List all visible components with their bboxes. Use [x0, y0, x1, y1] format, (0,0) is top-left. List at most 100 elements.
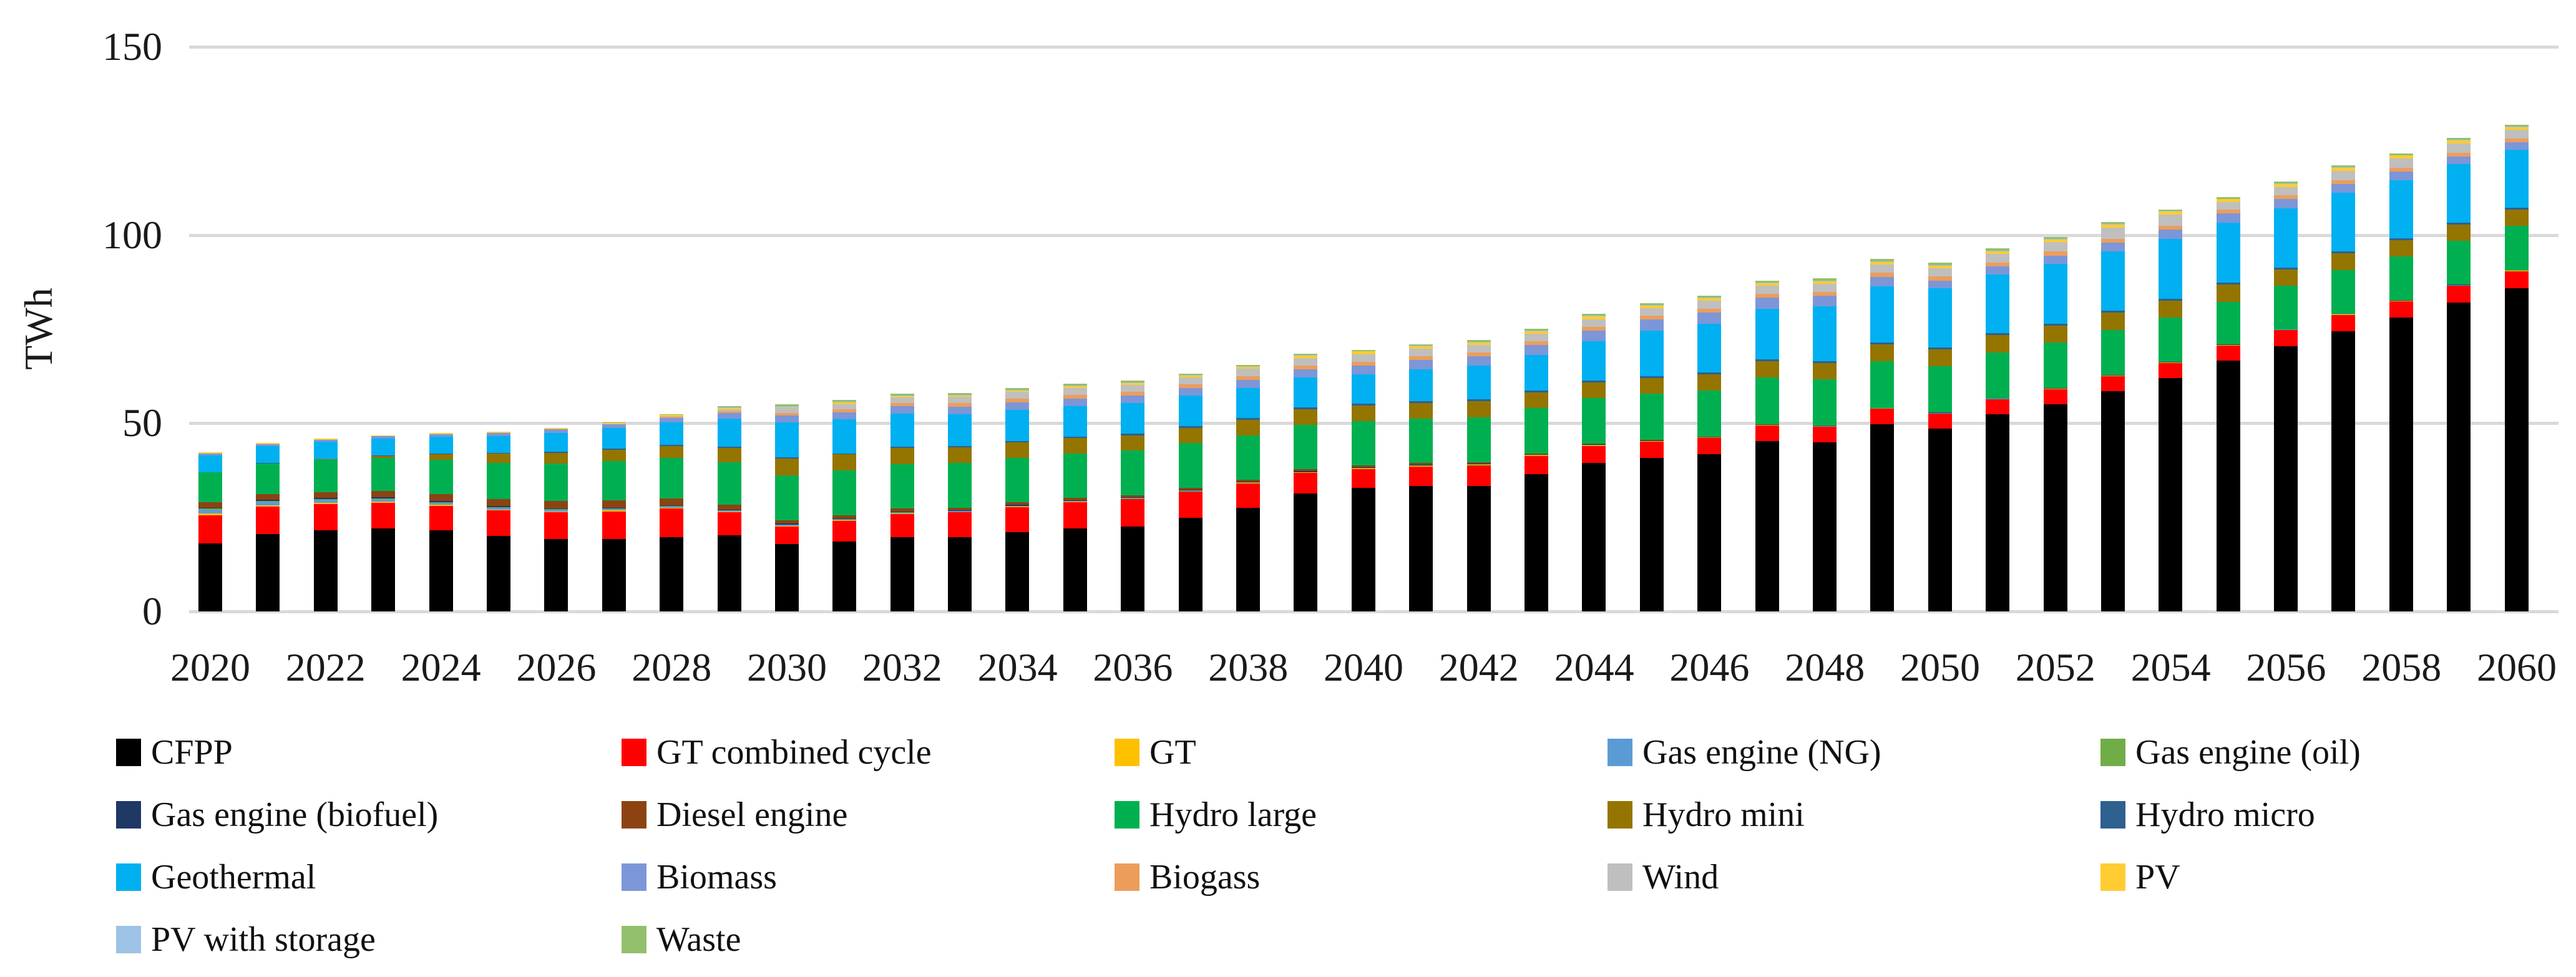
- bar-segment: [1409, 401, 1433, 403]
- bar-segment: [890, 464, 914, 509]
- bar-segment: [1639, 440, 1664, 441]
- bar-segment: [1121, 391, 1145, 396]
- bar-segment: [1063, 406, 1087, 437]
- bar-segment: [1236, 480, 1261, 482]
- bar-segment: [2389, 301, 2413, 318]
- bar-segment: [832, 518, 857, 520]
- bar-segment: [1582, 326, 1606, 331]
- bar-2060: [2504, 124, 2529, 611]
- bar-2043: [1524, 328, 1548, 611]
- bar-segment: [2043, 264, 2067, 324]
- bar-segment: [1928, 268, 1952, 277]
- bar-segment: [371, 497, 396, 499]
- bar-segment: [1812, 442, 1837, 611]
- bar-2055: [2216, 197, 2240, 611]
- bar-segment: [602, 500, 626, 508]
- bar-segment: [1928, 288, 1952, 348]
- bar-segment: [2100, 311, 2125, 313]
- bar-segment: [256, 502, 280, 505]
- bar-segment: [1351, 421, 1375, 466]
- bar-segment: [948, 395, 972, 397]
- bar-segment: [2100, 329, 2125, 376]
- legend-item: PV with storage: [116, 922, 622, 957]
- bar-segment: [1697, 300, 1722, 309]
- bar-segment: [429, 454, 453, 460]
- bar-segment: [1005, 409, 1030, 441]
- bar-segment: [1121, 381, 1145, 382]
- bar-segment: [1409, 356, 1433, 361]
- bar-segment: [198, 502, 222, 508]
- bar-segment: [2043, 239, 2067, 243]
- legend-label: Gas engine (oil): [2135, 733, 2361, 772]
- bar-segment: [1236, 482, 1261, 484]
- bar-2050: [1928, 262, 1952, 611]
- y-tick-label-150: 150: [102, 24, 162, 69]
- bar-segment: [2504, 225, 2529, 270]
- bar-segment: [2447, 284, 2471, 285]
- legend-item: Geothermal: [116, 860, 622, 895]
- bar-segment: [1697, 295, 1722, 298]
- bar-segment: [2447, 152, 2471, 157]
- bar-segment: [313, 438, 338, 440]
- bar-segment: [948, 397, 972, 403]
- bar-segment: [832, 402, 857, 404]
- bar-segment: [948, 537, 972, 611]
- bar-segment: [1005, 532, 1030, 611]
- bar-segment: [1351, 374, 1375, 404]
- bar-segment: [1582, 462, 1606, 611]
- bar-segment: [1524, 474, 1548, 611]
- bar-segment: [2274, 286, 2298, 329]
- bar-segment: [660, 506, 684, 507]
- bar-segment: [832, 519, 857, 520]
- bar-segment: [602, 511, 626, 539]
- bar-2025: [486, 432, 510, 611]
- legend-swatch-icon: [622, 801, 646, 829]
- bar-segment: [1236, 483, 1261, 484]
- bar-segment: [429, 502, 453, 503]
- bar-segment: [774, 457, 799, 459]
- bar-segment: [2043, 323, 2067, 326]
- legend-label: Hydro large: [1149, 795, 1317, 834]
- bar-segment: [1639, 441, 1664, 458]
- bar-segment: [1178, 487, 1203, 490]
- bar-segment: [774, 404, 799, 407]
- bar-segment: [948, 394, 972, 396]
- bar-2057: [2331, 165, 2356, 611]
- bar-segment: [1812, 379, 1837, 426]
- bar-segment: [1005, 398, 1030, 402]
- bar-segment: [1524, 455, 1548, 474]
- bar-segment: [2447, 286, 2471, 303]
- bar-segment: [774, 526, 799, 527]
- bar-segment: [602, 448, 626, 450]
- bar-segment: [1351, 406, 1375, 422]
- bar-segment: [2389, 238, 2413, 241]
- bar-segment: [2216, 198, 2240, 200]
- bar-2039: [1294, 353, 1318, 611]
- legend-item: Gas engine (NG): [1608, 735, 2100, 770]
- bar-segment: [313, 530, 338, 611]
- bar-2026: [544, 428, 568, 611]
- legend-swatch-icon: [622, 863, 646, 891]
- bar-segment: [1178, 375, 1203, 377]
- bar-segment: [890, 402, 914, 407]
- x-tick-label-2040: 2040: [1324, 645, 1403, 689]
- bar-segment: [2447, 140, 2471, 144]
- bar-segment: [1351, 469, 1375, 488]
- bar-segment: [429, 530, 453, 611]
- bar-segment: [1294, 357, 1318, 366]
- bar-2024: [429, 433, 453, 611]
- bar-segment: [1005, 502, 1030, 505]
- x-tick-label-2020: 2020: [170, 645, 250, 689]
- bar-segment: [198, 513, 222, 515]
- bar-segment: [1409, 346, 1433, 349]
- bar-segment: [717, 407, 741, 408]
- bar-segment: [2331, 184, 2356, 193]
- bar-segment: [544, 508, 568, 510]
- bar-segment: [429, 506, 453, 531]
- bar-segment: [256, 463, 280, 464]
- bar-segment: [2216, 210, 2240, 214]
- x-tick-label-2056: 2056: [2246, 645, 2326, 689]
- x-tick-label-2036: 2036: [1093, 645, 1173, 689]
- bar-segment: [1063, 498, 1087, 500]
- bar-segment: [1639, 441, 1664, 442]
